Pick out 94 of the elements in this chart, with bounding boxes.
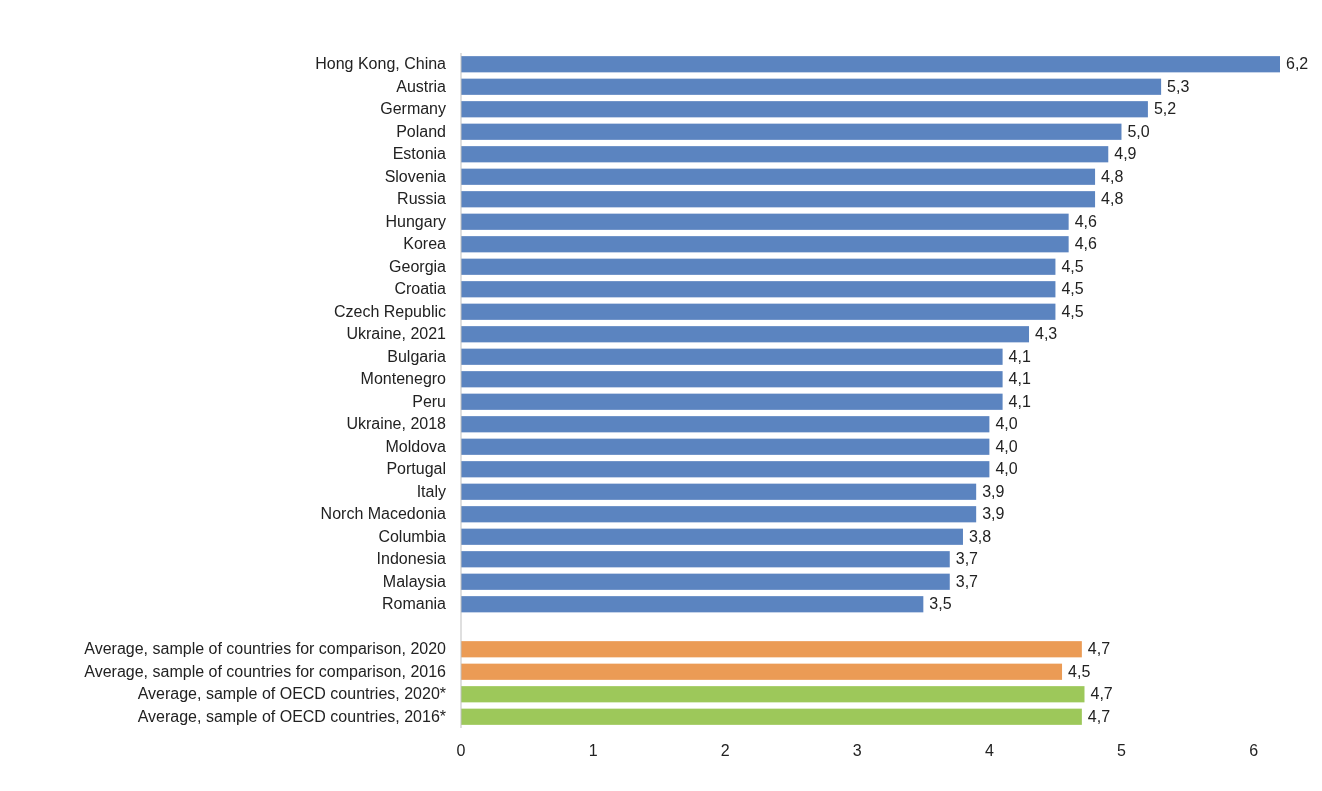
bar bbox=[461, 326, 1030, 343]
bar bbox=[461, 191, 1096, 208]
bar bbox=[461, 281, 1056, 298]
data-label: 3,5 bbox=[929, 595, 952, 613]
y-tick-label: Average, sample of countries for comparison, 2020 bbox=[84, 640, 447, 658]
x-tick-label: 6 bbox=[1249, 742, 1259, 759]
bar bbox=[461, 123, 1122, 140]
y-tick-label: Estonia bbox=[392, 145, 447, 163]
y-tick-label: Norch Macedonia bbox=[320, 505, 447, 523]
y-tick-label: Montenegro bbox=[360, 370, 447, 388]
data-label: 4,6 bbox=[1074, 235, 1097, 253]
bar bbox=[461, 416, 990, 433]
bar bbox=[461, 708, 1082, 725]
y-tick-label: Russia bbox=[397, 190, 447, 208]
y-tick-label: Malaysia bbox=[382, 572, 447, 590]
y-tick-label: Hong Kong, China bbox=[315, 55, 447, 73]
x-tick-label: 5 bbox=[1117, 742, 1127, 759]
bar bbox=[461, 686, 1085, 703]
bar bbox=[461, 213, 1069, 230]
bar bbox=[461, 168, 1096, 185]
bar bbox=[461, 348, 1003, 365]
data-label: 4,7 bbox=[1087, 707, 1111, 725]
y-tick-label: Average, sample of countries for comparison, 2016 bbox=[84, 662, 447, 680]
data-label: 4,9 bbox=[1114, 145, 1137, 163]
data-label: 4,7 bbox=[1087, 640, 1111, 658]
bar bbox=[461, 483, 977, 500]
bar bbox=[461, 596, 924, 613]
data-label: 6,2 bbox=[1286, 55, 1309, 73]
data-label: 3,7 bbox=[955, 572, 979, 590]
data-label: 4,1 bbox=[1008, 392, 1031, 410]
bar bbox=[461, 371, 1003, 388]
data-label: 4,8 bbox=[1101, 190, 1124, 208]
y-tick-label: Croatia bbox=[394, 280, 447, 298]
y-tick-label: Romania bbox=[381, 595, 447, 613]
bar bbox=[461, 56, 1280, 73]
y-tick-label: Average, sample of OECD countries, 2016* bbox=[137, 707, 446, 725]
y-tick-label: Austria bbox=[396, 77, 447, 95]
x-tick-label: 4 bbox=[984, 742, 994, 759]
x-tick-label: 2 bbox=[720, 742, 730, 759]
y-tick-label: Average, sample of OECD countries, 2020* bbox=[137, 685, 446, 703]
bar bbox=[461, 78, 1162, 95]
x-tick-label: 3 bbox=[852, 742, 862, 759]
y-tick-label: Portugal bbox=[386, 460, 446, 478]
y-tick-label: Germany bbox=[380, 100, 446, 118]
data-label: 4,6 bbox=[1074, 212, 1097, 230]
y-tick-label: Italy bbox=[416, 482, 446, 500]
data-label: 5,0 bbox=[1127, 122, 1150, 140]
data-label: 3,8 bbox=[968, 527, 992, 545]
y-tick-label: Bulgaria bbox=[387, 347, 447, 365]
data-label: 5,3 bbox=[1167, 77, 1190, 95]
y-tick-label: Hungary bbox=[385, 212, 446, 230]
y-tick-label: Slovenia bbox=[384, 167, 447, 185]
data-label: 4,8 bbox=[1101, 167, 1124, 185]
data-label: 4,5 bbox=[1061, 257, 1084, 275]
bar bbox=[461, 101, 1148, 118]
x-tick-label: 1 bbox=[588, 742, 598, 759]
bar bbox=[461, 236, 1069, 253]
y-tick-label: Georgia bbox=[389, 257, 447, 275]
bar bbox=[461, 303, 1056, 320]
bar bbox=[461, 258, 1056, 275]
bar bbox=[461, 461, 990, 478]
y-tick-label: Czech Republic bbox=[333, 302, 446, 320]
y-tick-label: Ukraine, 2018 bbox=[346, 415, 447, 433]
data-label: 3,9 bbox=[982, 505, 1005, 523]
bar bbox=[461, 146, 1109, 163]
bar bbox=[461, 506, 977, 523]
y-tick-label: Indonesia bbox=[376, 550, 447, 568]
data-label: 4,5 bbox=[1061, 280, 1084, 298]
bar bbox=[461, 663, 1063, 680]
data-label: 4,5 bbox=[1068, 662, 1091, 680]
data-label: 3,9 bbox=[982, 482, 1005, 500]
data-label: 4,7 bbox=[1090, 685, 1113, 703]
x-tick-label: 0 bbox=[456, 742, 466, 759]
data-label: 4,1 bbox=[1008, 370, 1031, 388]
data-label: 4,3 bbox=[1035, 325, 1058, 343]
data-label: 4,5 bbox=[1061, 302, 1084, 320]
y-tick-label: Columbia bbox=[378, 527, 447, 545]
data-label: 4,1 bbox=[1008, 347, 1031, 365]
bar bbox=[461, 551, 950, 568]
bar bbox=[461, 528, 963, 545]
y-tick-label: Poland bbox=[396, 122, 446, 140]
data-label: 4,0 bbox=[995, 460, 1018, 478]
y-tick-label: Ukraine, 2021 bbox=[346, 325, 447, 343]
y-tick-label: Korea bbox=[403, 235, 447, 253]
y-tick-label: Moldova bbox=[385, 437, 447, 455]
bar bbox=[461, 393, 1003, 410]
data-label: 5,2 bbox=[1153, 100, 1177, 118]
data-label: 4,0 bbox=[995, 437, 1018, 455]
data-label: 3,7 bbox=[955, 550, 979, 568]
bar bbox=[461, 641, 1082, 658]
bar bbox=[461, 573, 950, 590]
data-label: 4,0 bbox=[995, 415, 1018, 433]
y-tick-label: Peru bbox=[412, 392, 446, 410]
bar bbox=[461, 438, 990, 455]
